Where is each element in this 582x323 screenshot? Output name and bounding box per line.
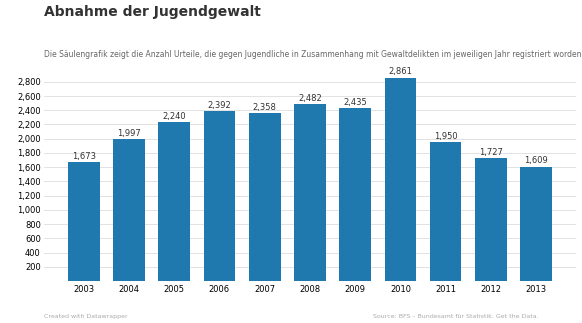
Bar bbox=[249, 113, 281, 281]
Text: 2,358: 2,358 bbox=[253, 103, 276, 112]
Text: 2,435: 2,435 bbox=[343, 98, 367, 107]
Text: Created with Datawrapper: Created with Datawrapper bbox=[44, 314, 127, 319]
Text: 2,392: 2,392 bbox=[208, 101, 231, 110]
Bar bbox=[113, 139, 145, 281]
Text: 1,609: 1,609 bbox=[524, 156, 548, 165]
Bar bbox=[68, 162, 100, 281]
Text: 2,482: 2,482 bbox=[298, 94, 322, 103]
Bar bbox=[339, 108, 371, 281]
Text: 1,997: 1,997 bbox=[117, 129, 141, 138]
Text: Abnahme der Jugendgewalt: Abnahme der Jugendgewalt bbox=[44, 5, 261, 19]
Bar bbox=[475, 158, 507, 281]
Bar bbox=[385, 78, 416, 281]
Bar bbox=[158, 122, 190, 281]
Text: Die Säulengrafik zeigt die Anzahl Urteile, die gegen Jugendliche in Zusammenhang: Die Säulengrafik zeigt die Anzahl Urteil… bbox=[44, 50, 582, 59]
Bar bbox=[430, 142, 462, 281]
Text: 2,240: 2,240 bbox=[162, 111, 186, 120]
Text: 1,673: 1,673 bbox=[72, 152, 95, 161]
Bar bbox=[204, 111, 235, 281]
Text: 1,950: 1,950 bbox=[434, 132, 457, 141]
Text: 1,727: 1,727 bbox=[479, 148, 503, 157]
Bar bbox=[294, 104, 326, 281]
Bar bbox=[520, 167, 552, 281]
Text: 2,861: 2,861 bbox=[388, 68, 412, 76]
Text: Source: BFS – Bundesamt für Statistik. Get the Data.: Source: BFS – Bundesamt für Statistik. G… bbox=[372, 314, 538, 319]
